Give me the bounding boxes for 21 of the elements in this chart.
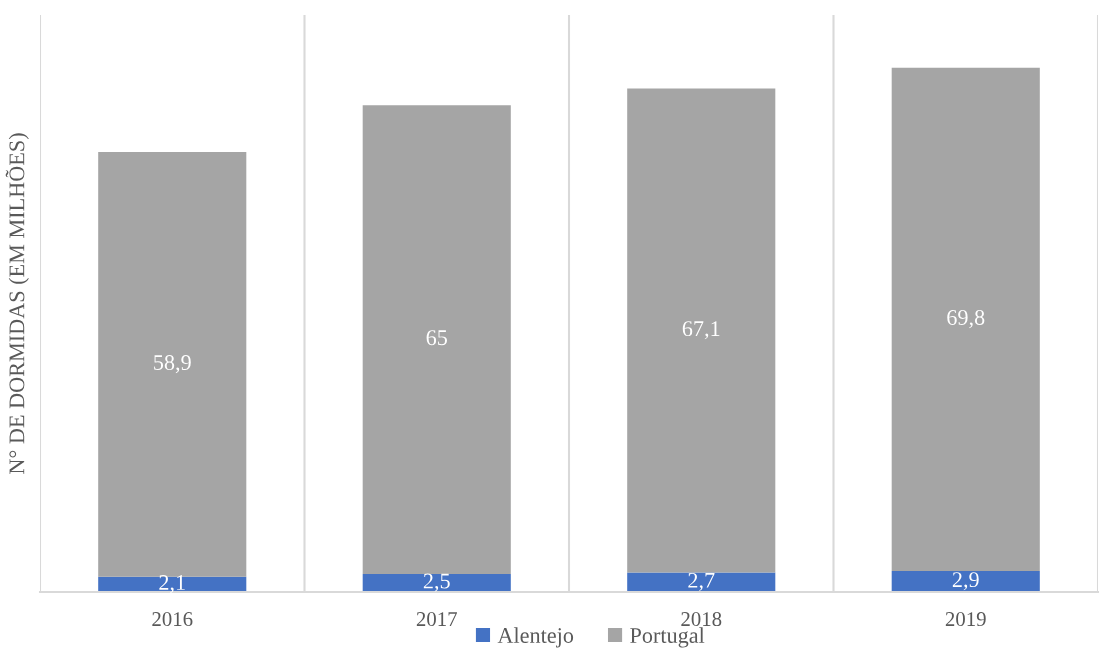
- bar: [362, 573, 511, 592]
- data-label: 69,8: [947, 309, 985, 329]
- data-label: 2,1: [159, 575, 185, 594]
- data-label: 58,9: [154, 355, 191, 374]
- x-tick-label: 2016: [152, 612, 193, 627]
- x-tick-label: 2018: [681, 612, 722, 627]
- bar: [891, 571, 1040, 592]
- legend-label: Portugal: [630, 627, 705, 648]
- bar: [627, 88, 776, 573]
- y-axis-title: N° DE DORMIDAS (EM MILHÕES): [5, 133, 29, 474]
- data-label: 65: [426, 330, 447, 346]
- data-label: 67,1: [682, 321, 720, 340]
- data-label: 2,9: [952, 572, 979, 591]
- bar: [98, 152, 247, 577]
- bar: [891, 67, 1040, 572]
- data-label: 2,7: [688, 572, 715, 592]
- data-label: 2,5: [423, 573, 450, 592]
- x-tick-label: 2019: [945, 612, 986, 627]
- bar: [362, 105, 511, 574]
- legend-label: Alentejo: [497, 627, 574, 648]
- x-tick-label: 2017: [416, 612, 457, 627]
